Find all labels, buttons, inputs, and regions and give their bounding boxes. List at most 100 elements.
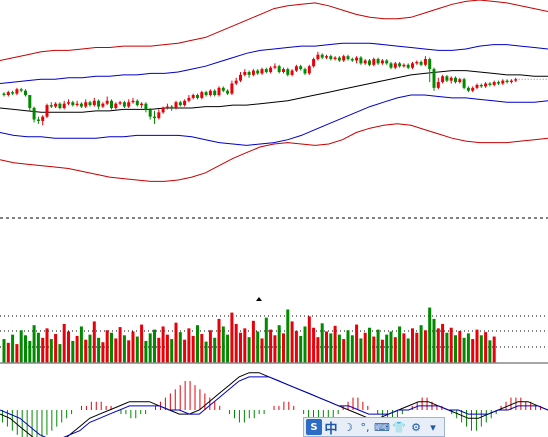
volume-bar bbox=[32, 325, 36, 363]
volume-bar bbox=[419, 325, 423, 363]
candle-body bbox=[62, 103, 66, 108]
candle-body bbox=[230, 83, 234, 94]
halfwidth-moon-icon[interactable]: ☽ bbox=[343, 420, 353, 434]
candle-body bbox=[449, 77, 453, 81]
candle-body bbox=[466, 87, 470, 91]
candle-body bbox=[187, 97, 191, 101]
candle-body bbox=[492, 82, 496, 85]
candle-body bbox=[157, 112, 161, 119]
candle-body bbox=[79, 103, 83, 107]
candle-body bbox=[436, 82, 440, 88]
punctuation-icon[interactable]: °, bbox=[360, 420, 370, 434]
volume-bar bbox=[320, 323, 324, 363]
volume-bar bbox=[28, 340, 32, 363]
candle-body bbox=[165, 106, 169, 108]
volume-bar bbox=[432, 318, 436, 363]
candle-body bbox=[84, 102, 88, 107]
volume-bar bbox=[294, 330, 298, 363]
sougou-logo-icon[interactable]: S bbox=[306, 419, 322, 435]
ime-mode-toggle[interactable]: 中 bbox=[324, 421, 338, 437]
volume-bar bbox=[140, 324, 144, 363]
candle-body bbox=[226, 90, 230, 94]
volume-bar bbox=[153, 329, 156, 363]
volume-bar bbox=[462, 337, 466, 363]
upper-outer-band-line bbox=[0, 0, 548, 61]
volume-bar bbox=[436, 328, 440, 363]
volume-bar bbox=[406, 338, 410, 363]
menu-dropdown-icon[interactable]: ▾ bbox=[430, 420, 436, 434]
volume-bar bbox=[178, 332, 182, 363]
candle-body bbox=[135, 100, 139, 106]
volume-bar bbox=[187, 328, 191, 363]
ime-toolbar[interactable]: S 中 ☽ °, ⌨ 👕 ⚙ ▾ bbox=[303, 417, 445, 437]
macd-dif-line bbox=[0, 372, 548, 437]
volume-bar bbox=[445, 332, 449, 363]
volume-bar bbox=[105, 330, 109, 363]
candle-body bbox=[294, 66, 298, 71]
tools-icon[interactable]: ⚙ bbox=[411, 420, 421, 434]
candle-body bbox=[92, 100, 96, 106]
volume-bar bbox=[170, 339, 174, 363]
volume-bar bbox=[122, 335, 126, 363]
candle-body bbox=[49, 105, 53, 107]
candle-body bbox=[385, 60, 389, 64]
candle-body bbox=[243, 72, 247, 75]
candle-body bbox=[411, 63, 414, 68]
volume-bar bbox=[350, 335, 354, 363]
candle-body bbox=[393, 63, 397, 68]
volume-bar bbox=[402, 333, 406, 363]
volume-bar bbox=[239, 332, 242, 363]
candle-body bbox=[320, 54, 324, 58]
volume-bar bbox=[157, 337, 161, 363]
candle-body bbox=[475, 84, 479, 88]
volume-bar bbox=[243, 328, 247, 363]
candle-body bbox=[24, 90, 27, 96]
volume-bar bbox=[251, 320, 255, 363]
volume-bar bbox=[307, 316, 311, 363]
candle-body bbox=[19, 89, 23, 91]
candle-body bbox=[290, 70, 294, 75]
volume-bar bbox=[71, 340, 75, 363]
candle-body bbox=[441, 76, 445, 83]
volume-bar bbox=[196, 325, 199, 363]
volume-bar bbox=[380, 339, 384, 363]
volume-bar bbox=[385, 334, 389, 363]
candle-body bbox=[462, 79, 466, 88]
volume-bar bbox=[200, 334, 204, 363]
upper-inner-band-line bbox=[0, 42, 548, 84]
volume-bar bbox=[299, 335, 303, 363]
candle-body bbox=[514, 79, 518, 81]
candle-body bbox=[415, 61, 419, 64]
volume-bar bbox=[466, 333, 470, 363]
candle-body bbox=[208, 90, 212, 96]
candle-body bbox=[286, 69, 290, 75]
volume-bar bbox=[97, 337, 101, 363]
skin-icon[interactable]: 👕 bbox=[392, 420, 406, 434]
candle-body bbox=[337, 57, 341, 61]
candle-body bbox=[368, 60, 371, 65]
volume-bar bbox=[204, 341, 208, 363]
candle-body bbox=[333, 57, 337, 60]
volume-bar bbox=[84, 339, 88, 363]
volume-bar bbox=[415, 332, 419, 363]
volume-bar bbox=[458, 330, 462, 363]
candle-body bbox=[88, 102, 92, 106]
volume-panel bbox=[0, 307, 548, 363]
candle-body bbox=[350, 59, 354, 61]
volume-bar bbox=[217, 318, 221, 363]
volume-bar bbox=[92, 321, 96, 363]
lower-outer-band-line bbox=[0, 123, 548, 182]
volume-bar bbox=[411, 328, 414, 363]
candle-body bbox=[221, 87, 225, 91]
candle-body bbox=[398, 63, 402, 67]
candle-body bbox=[105, 100, 109, 104]
volume-bar bbox=[329, 333, 333, 363]
candle-body bbox=[432, 69, 436, 88]
volume-bar bbox=[2, 339, 6, 363]
keyboard-icon[interactable]: ⌨ bbox=[374, 420, 390, 434]
volume-bar bbox=[127, 340, 131, 363]
candle-body bbox=[269, 67, 273, 72]
candle-body bbox=[260, 69, 264, 74]
candle-body bbox=[114, 103, 118, 108]
